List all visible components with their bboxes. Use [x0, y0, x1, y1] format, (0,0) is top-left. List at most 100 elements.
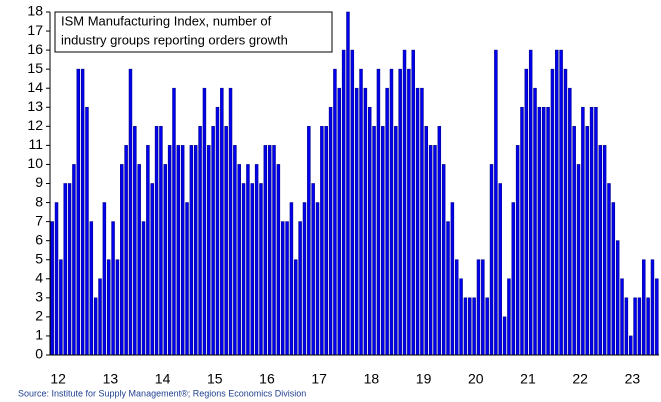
- bar: [189, 145, 194, 356]
- bar: [576, 164, 581, 356]
- bar: [141, 221, 146, 356]
- x-tick-label: 15: [207, 371, 223, 387]
- bar: [285, 221, 289, 356]
- x-tick-label: 20: [468, 371, 484, 387]
- bar: [420, 87, 424, 356]
- bar: [146, 145, 150, 356]
- bar: [50, 221, 54, 356]
- bar: [111, 221, 115, 356]
- bar: [520, 106, 524, 356]
- bar: [167, 145, 172, 356]
- bar: [367, 106, 372, 356]
- bar: [346, 11, 350, 356]
- y-tick-label: 11: [28, 136, 43, 152]
- bar: [594, 106, 598, 356]
- bar: [546, 106, 550, 356]
- bar: [311, 183, 315, 356]
- bar: [528, 49, 533, 356]
- bar: [502, 316, 507, 356]
- bar: [398, 68, 402, 356]
- bar: [655, 278, 659, 356]
- bar: [237, 164, 241, 356]
- bar: [241, 183, 246, 356]
- bar: [176, 145, 181, 356]
- y-tick-label: 9: [35, 174, 43, 190]
- y-tick-label: 3: [35, 289, 43, 305]
- bar: [320, 126, 324, 356]
- bar: [128, 68, 133, 356]
- bar: [228, 87, 233, 356]
- y-tick-label: 18: [27, 3, 43, 19]
- x-tick-label: 23: [625, 371, 641, 387]
- bar: [624, 297, 629, 356]
- bar: [389, 68, 394, 356]
- bar: [424, 126, 429, 356]
- bar: [441, 164, 446, 356]
- bar: [515, 145, 520, 356]
- bar: [533, 87, 537, 356]
- bar: [172, 87, 176, 356]
- bar: [354, 87, 359, 356]
- bar: [607, 183, 611, 356]
- bar: [150, 183, 154, 356]
- y-tick-label: 16: [27, 41, 43, 57]
- bar: [498, 183, 502, 356]
- bar: [307, 126, 311, 356]
- x-tick-label: 14: [155, 371, 171, 387]
- bar: [559, 49, 563, 356]
- y-tick-label: 17: [27, 22, 43, 38]
- bar: [650, 259, 655, 356]
- bar: [267, 145, 272, 356]
- bar: [637, 297, 642, 356]
- bar: [115, 259, 120, 356]
- bar: [485, 297, 489, 356]
- bar: [615, 240, 620, 356]
- x-tick-label: 12: [50, 371, 66, 387]
- y-tick-label: 13: [27, 98, 43, 114]
- bar: [459, 278, 463, 356]
- bar: [407, 68, 411, 356]
- x-tick-label: 17: [311, 371, 327, 387]
- y-tick-label: 14: [27, 79, 43, 95]
- bar: [537, 106, 542, 356]
- bar: [620, 278, 624, 356]
- bar: [628, 335, 633, 356]
- x-tick-label: 18: [364, 371, 380, 387]
- bar: [572, 126, 576, 356]
- bar: [454, 259, 459, 356]
- bar: [289, 202, 294, 356]
- bar: [642, 259, 646, 356]
- bar: [568, 87, 572, 356]
- bar: [541, 106, 546, 356]
- bar: [211, 126, 215, 356]
- bar: [437, 126, 442, 356]
- bar: [359, 68, 363, 356]
- y-tick-label: 15: [27, 60, 43, 76]
- bar: [446, 221, 450, 356]
- bar: [646, 297, 650, 356]
- bar: [259, 183, 263, 356]
- bar: [93, 297, 98, 356]
- bar: [350, 49, 355, 356]
- x-tick-label: 13: [103, 371, 119, 387]
- bar: [585, 126, 589, 356]
- bar: [272, 145, 276, 356]
- bar: [411, 49, 415, 356]
- y-tick-label: 6: [35, 231, 43, 247]
- bar: [524, 68, 529, 356]
- bar: [450, 202, 455, 356]
- bar: [202, 87, 207, 356]
- annotation: industry groups reporting orders growth: [61, 32, 288, 47]
- bar: [54, 202, 59, 356]
- x-tick-label: 21: [520, 371, 536, 387]
- bar: [63, 183, 67, 356]
- bar: [250, 183, 255, 356]
- bar: [463, 297, 468, 356]
- bar: [428, 145, 433, 356]
- bar: [163, 164, 168, 356]
- bar: [133, 126, 137, 356]
- bar: [233, 145, 237, 356]
- y-tick-label: 8: [35, 193, 43, 209]
- bar: [98, 278, 102, 356]
